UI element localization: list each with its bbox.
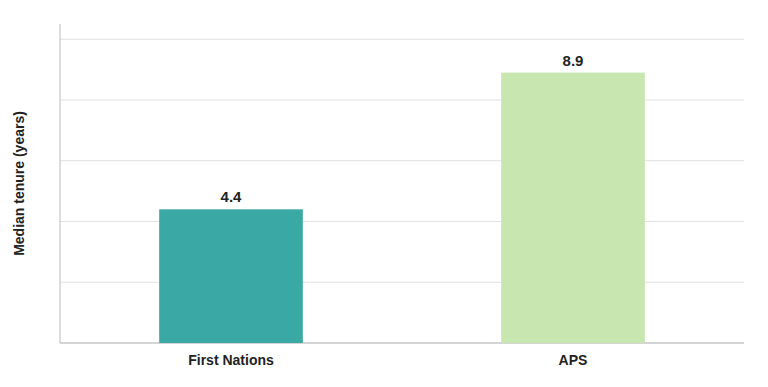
y-axis-line <box>60 24 61 343</box>
x-tick-label: First Nations <box>188 352 274 368</box>
bars <box>159 73 645 343</box>
y-axis-label: Median tenure (years) <box>11 111 27 256</box>
data-label: 4.4 <box>221 188 243 205</box>
bar <box>159 209 303 343</box>
grid <box>60 39 744 343</box>
grid-line <box>60 39 744 40</box>
chart-container: 4.4 8.9 First Nations APS Median tenure (yea… <box>0 0 768 387</box>
data-label: 8.9 <box>563 52 584 69</box>
x-tick-label: APS <box>559 352 588 368</box>
chart-svg: 4.4 8.9 First Nations APS Median tenure (yea… <box>0 0 768 387</box>
bar <box>501 73 645 343</box>
